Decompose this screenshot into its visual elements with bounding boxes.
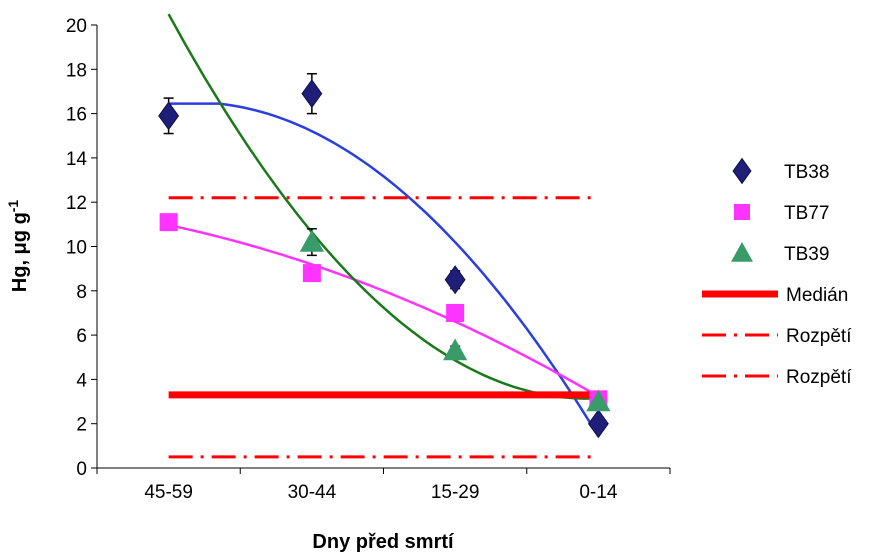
y-tick-label: 12 <box>66 193 87 214</box>
point-tb77 <box>159 213 178 232</box>
legend-marker-tb39 <box>731 242 753 262</box>
legend-marker-tb38 <box>732 157 752 185</box>
legend-marker-tb77 <box>734 204 750 220</box>
y-axis-title-sup: -1 <box>5 200 21 213</box>
y-tick-label: 2 <box>76 415 87 436</box>
legend-label: TB77 <box>784 203 829 224</box>
legend-label: Medián <box>786 285 848 306</box>
y-axis-title-main: Hg, μg g <box>9 212 31 292</box>
x-tick-label: 0-14 <box>579 482 617 503</box>
y-tick-label: 18 <box>66 60 87 81</box>
point-tb38 <box>158 101 180 131</box>
x-axis-title: Dny před smrtí <box>312 531 455 553</box>
point-tb77 <box>446 303 465 322</box>
y-tick-label: 14 <box>66 149 88 170</box>
x-tick-label: 15-29 <box>431 482 480 503</box>
point-tb39 <box>586 389 611 412</box>
axes: 0 2 4 6 8 10 12 14 16 18 20 45-59 30-44 15-29 0-14 <box>66 16 671 503</box>
legend-label: TB39 <box>784 244 829 265</box>
plot-area <box>158 13 611 459</box>
y-axis-title: Hg, μg g-1 <box>5 200 31 293</box>
legend-label: Rozpětí <box>786 367 852 388</box>
x-tick-label: 30-44 <box>288 482 337 503</box>
legend-label: TB38 <box>784 162 829 183</box>
legend-label: Rozpětí <box>786 326 852 347</box>
x-tick-label: 45-59 <box>144 482 193 503</box>
point-tb38 <box>301 79 323 109</box>
y-tick-label: 6 <box>76 326 87 347</box>
point-tb38 <box>444 265 466 295</box>
y-tick-label: 16 <box>66 105 87 126</box>
trendline-tb77 <box>168 223 600 398</box>
y-tick-label: 20 <box>66 16 87 37</box>
legend: TB38 TB77 TB39 Medián Rozpětí Rozpětí <box>702 157 852 388</box>
trendline-tb38 <box>168 102 600 437</box>
y-tick-label: 8 <box>76 282 87 303</box>
y-tick-label: 0 <box>76 459 87 480</box>
y-tick-label: 4 <box>76 370 87 391</box>
y-tick-label: 10 <box>66 238 87 259</box>
trendline-tb39 <box>167 13 599 400</box>
point-tb77 <box>302 264 321 283</box>
point-tb38 <box>587 409 609 439</box>
point-tb39 <box>299 229 324 252</box>
point-tb39 <box>443 338 468 361</box>
